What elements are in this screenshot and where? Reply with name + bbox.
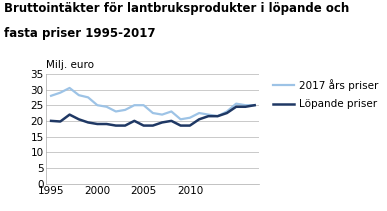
2017 års priser [160, 113, 164, 116]
Text: fasta priser 1995-2017: fasta priser 1995-2017 [4, 27, 155, 41]
Löpande priser [123, 124, 127, 127]
2017 års priser [77, 94, 81, 96]
Löpande priser [224, 112, 229, 114]
Löpande priser [234, 106, 238, 108]
Löpande priser [77, 118, 81, 120]
2017 års priser [215, 115, 220, 118]
2017 års priser [95, 104, 100, 107]
Text: Bruttointäkter för lantbruksprodukter i löpande och: Bruttointäkter för lantbruksprodukter i … [4, 2, 349, 15]
Text: Milj. euro: Milj. euro [46, 60, 94, 70]
2017 års priser [169, 110, 174, 113]
2017 års priser [123, 109, 127, 111]
Löpande priser [178, 124, 183, 127]
Löpande priser [169, 120, 174, 122]
Löpande priser [95, 123, 100, 125]
Löpande priser [188, 124, 192, 127]
2017 års priser [197, 112, 202, 114]
2017 års priser [188, 116, 192, 119]
Löpande priser [104, 123, 109, 125]
Löpande priser [67, 113, 72, 116]
Löpande priser [151, 124, 155, 127]
2017 års priser [67, 87, 72, 89]
2017 års priser [243, 104, 248, 107]
2017 års priser [104, 106, 109, 108]
Löpande priser [49, 120, 53, 122]
Löpande priser [132, 120, 137, 122]
Löpande priser [197, 118, 202, 120]
Löpande priser [160, 121, 164, 124]
2017 års priser [49, 95, 53, 97]
Löpande priser [243, 106, 248, 108]
Löpande priser [252, 104, 257, 107]
Löpande priser [206, 115, 211, 118]
Löpande priser [58, 120, 63, 123]
2017 års priser [132, 104, 137, 107]
2017 års priser [206, 113, 211, 116]
Löpande priser [215, 115, 220, 118]
Legend: 2017 års priser, Löpande priser: 2017 års priser, Löpande priser [273, 79, 378, 109]
2017 års priser [141, 104, 146, 107]
2017 års priser [224, 110, 229, 113]
2017 års priser [178, 118, 183, 120]
Line: 2017 års priser: 2017 års priser [51, 88, 255, 119]
2017 års priser [151, 112, 155, 114]
Line: Löpande priser: Löpande priser [51, 105, 255, 126]
2017 års priser [234, 102, 238, 105]
2017 års priser [252, 104, 257, 107]
Löpande priser [113, 124, 118, 127]
2017 års priser [86, 96, 91, 99]
Löpande priser [86, 121, 91, 124]
2017 års priser [113, 110, 118, 113]
Löpande priser [141, 124, 146, 127]
2017 års priser [58, 91, 63, 94]
